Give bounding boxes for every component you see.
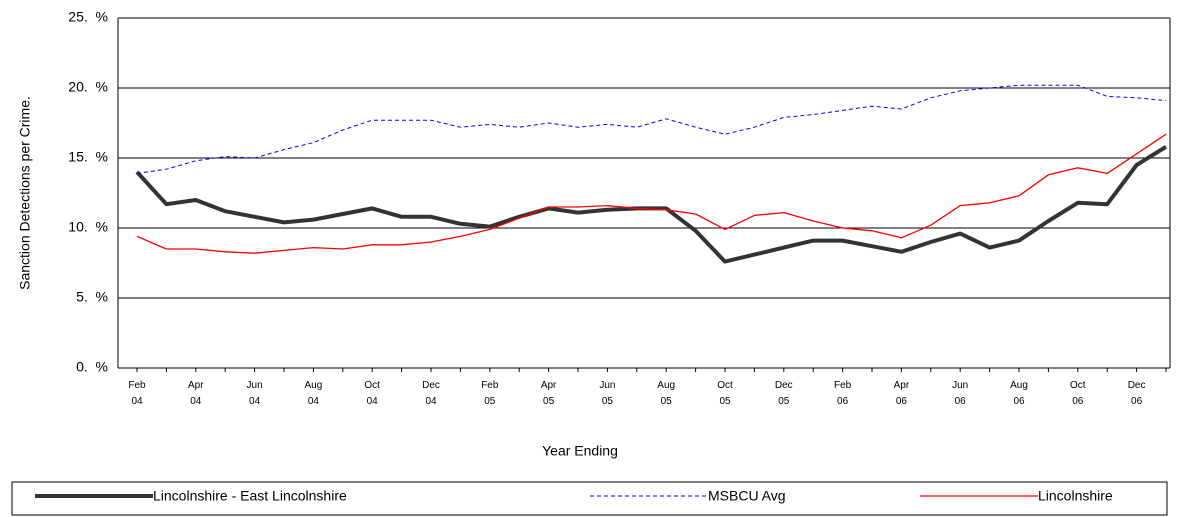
x-tick-label: Oct 06 [1070,380,1086,407]
legend-label: Lincolnshire [1038,488,1113,504]
x-tick-label-line: Feb [834,380,852,391]
x-tick-label-line: 05 [543,396,555,407]
legend-box [11,481,1168,516]
x-tick-label: Feb 04 [128,380,146,407]
x-tick-label-line: 06 [1013,396,1025,407]
x-tick-label-line: Apr [894,380,910,391]
x-tick-label-line: 04 [190,396,202,407]
y-tick-label: 0. % [76,359,108,375]
x-tick-label: Aug 05 [657,380,675,407]
x-tick-label-line: Aug [305,380,323,391]
x-tick-label-line: Feb [128,380,146,391]
x-tick-label-line: 06 [955,396,967,407]
x-tick-label-line: Oct [717,380,733,391]
x-tick-label-line: Jun [247,380,263,391]
x-tick-label-line: 04 [367,396,379,407]
x-tick-label: Apr 06 [894,380,910,407]
x-tick-label: Dec 06 [1128,380,1146,407]
x-tick-label-line: Aug [657,380,675,391]
x-tick-label: Oct 05 [717,380,733,407]
x-tick-label: Aug 04 [305,380,323,407]
x-tick-label-line: 04 [131,396,143,407]
x-tick-label-line: 05 [484,396,496,407]
y-tick-label: 10. % [68,219,108,235]
x-tick-label-line: Dec [775,380,793,391]
series-line [135,145,1168,264]
x-tick-label-line: Oct [1070,380,1086,391]
x-tick-label: Dec 04 [422,380,440,407]
x-tick-label-line: Apr [188,380,204,391]
x-tick-label: Apr 05 [541,380,557,407]
y-axis-label: Sanction Detections per Crime. [17,96,33,290]
x-tick-label-line: Dec [1128,380,1146,391]
x-tick-label-line: 05 [778,396,790,407]
legend-label: Lincolnshire - East Lincolnshire [153,488,347,504]
y-tick-label: 25. % [68,9,108,25]
x-tick-label: Feb 05 [481,380,499,407]
x-tick-label: Jun 05 [599,380,615,407]
x-tick-label: Aug 06 [1010,380,1028,407]
x-tick-label-line: 06 [837,396,849,407]
x-tick-label: Feb 06 [834,380,852,407]
x-tick-label-line: Feb [481,380,499,391]
y-tick-label: 15. % [68,149,108,165]
x-axis-label: Year Ending [542,443,618,459]
x-tick-label: Jun 06 [952,380,968,407]
x-tick-label-line: 05 [719,396,731,407]
x-tick-label-line: 04 [308,396,320,407]
x-tick-label-line: 06 [896,396,908,407]
x-tick-label: Jun 04 [247,380,263,407]
x-tick-label-line: 06 [1072,396,1084,407]
x-tick-label: Apr 04 [188,380,204,407]
x-tick-label-line: Jun [952,380,968,391]
series-line [136,84,1167,174]
x-tick-label-line: Apr [541,380,557,391]
x-tick-label-line: 04 [425,396,437,407]
x-tick-label: Oct 04 [364,380,380,407]
y-tick-label: 20. % [68,79,108,95]
x-tick-label-line: 05 [602,396,614,407]
x-tick-label-line: 04 [249,396,261,407]
x-tick-label-line: Oct [364,380,380,391]
x-tick-label-line: Jun [599,380,615,391]
x-tick-label-line: 05 [661,396,673,407]
x-tick-label-line: Dec [422,380,440,391]
x-tick-label-line: 06 [1131,396,1143,407]
y-tick-label: 5. % [76,289,108,305]
series-line [136,133,1167,254]
x-tick-label-line: Aug [1010,380,1028,391]
legend-label: MSBCU Avg [708,488,786,504]
x-tick-label: Dec 05 [775,380,793,407]
